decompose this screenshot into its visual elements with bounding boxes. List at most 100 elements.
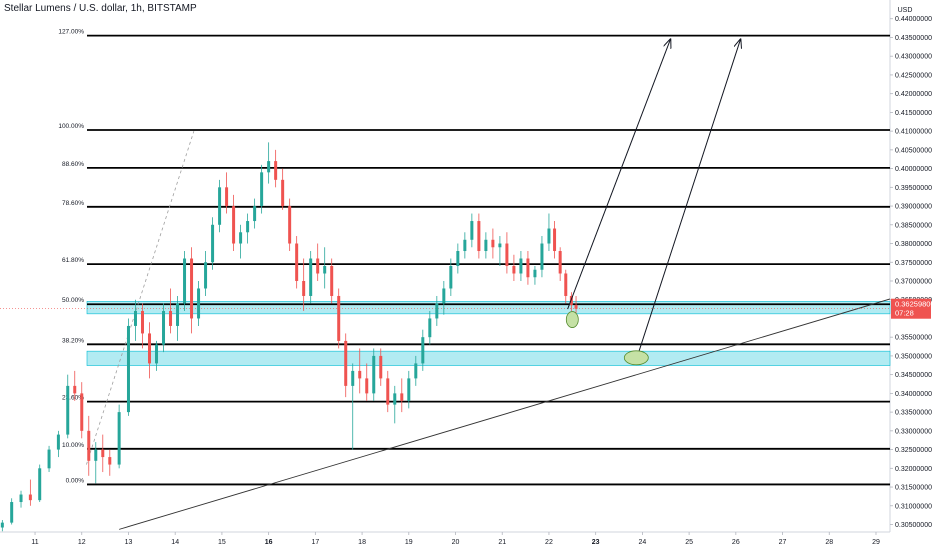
candle-body xyxy=(491,239,495,248)
y-tick-label: 0.33500000 xyxy=(895,410,932,417)
fib-retracement: 127.00% 100.00% 88.60% 78.60% 61.80% 50.00% 38… xyxy=(58,29,890,486)
candle-body xyxy=(10,502,14,523)
candle-body xyxy=(56,434,60,450)
candle-body xyxy=(274,161,278,180)
candle-body xyxy=(197,288,201,319)
candle-body xyxy=(498,243,502,248)
x-tick-label: 23 xyxy=(592,539,600,546)
x-tick-label: 12 xyxy=(78,539,86,546)
candle-body xyxy=(253,206,257,222)
candle-body xyxy=(140,310,144,334)
candle-body xyxy=(281,179,285,207)
candle-body xyxy=(80,393,84,431)
annotations xyxy=(565,39,741,366)
candle-body xyxy=(505,243,509,266)
y-tick-label: 0.38000000 xyxy=(895,241,932,248)
candles xyxy=(0,142,578,532)
candle-body xyxy=(393,393,397,405)
candle-body xyxy=(449,266,453,289)
candle-body xyxy=(351,370,355,386)
candle-body xyxy=(428,318,432,338)
y-tick-label: 0.41500000 xyxy=(895,110,932,117)
candle-body xyxy=(421,337,425,364)
candle-body xyxy=(519,258,523,274)
candle-body xyxy=(574,304,578,309)
candle-body xyxy=(386,378,390,405)
candle-body xyxy=(176,303,180,326)
candle-body xyxy=(358,370,362,379)
x-tick-label: 14 xyxy=(171,539,179,546)
candle-body xyxy=(295,243,299,281)
x-tick-label: 28 xyxy=(825,539,833,546)
candle-body xyxy=(19,494,23,503)
y-tick-label: 0.34000000 xyxy=(895,391,932,398)
countdown-label: 07:28 xyxy=(895,309,914,318)
current-price-tag: 0.36259800 07:28 xyxy=(891,298,932,319)
candle-body xyxy=(337,295,341,341)
candle-body xyxy=(463,239,467,252)
price-tag-bg xyxy=(891,298,931,319)
candle-body xyxy=(400,393,404,401)
y-tick-label: 0.40500000 xyxy=(895,147,932,154)
y-tick-label: 0.40000000 xyxy=(895,166,932,173)
y-tick-label: 0.43000000 xyxy=(895,54,932,61)
y-tick-label: 0.43500000 xyxy=(895,35,932,42)
candle-body xyxy=(225,187,229,207)
highlight-ellipse xyxy=(623,350,649,366)
candle-body xyxy=(456,251,460,266)
y-tick-label: 0.34500000 xyxy=(895,372,932,379)
axis-unit-label: USD xyxy=(898,7,913,14)
candle-body xyxy=(267,161,271,173)
candle-body xyxy=(126,325,130,413)
candle-body xyxy=(204,262,208,289)
candle-body xyxy=(218,187,222,225)
x-tick-label: 16 xyxy=(265,539,273,546)
drawing-lines xyxy=(0,131,891,530)
y-tick-label: 0.37500000 xyxy=(895,260,932,267)
candle-body xyxy=(435,303,439,319)
candle-body xyxy=(323,266,327,274)
y-tick-label: 0.33000000 xyxy=(895,428,932,435)
candle-body xyxy=(558,251,562,274)
candle-body xyxy=(302,280,306,296)
fib-level-label: 23.60% xyxy=(62,395,84,402)
candle-body xyxy=(316,258,320,274)
candle-body xyxy=(372,355,376,394)
y-tick-label: 0.41000000 xyxy=(895,129,932,136)
x-tick-label: 19 xyxy=(405,539,413,546)
candle-body xyxy=(344,340,348,386)
candle-body xyxy=(260,172,264,207)
projection-arrow xyxy=(637,39,741,356)
candle-body xyxy=(379,355,383,379)
candle-body xyxy=(512,266,516,274)
candle-body xyxy=(28,494,32,501)
candle-body xyxy=(330,266,334,296)
candle-body xyxy=(526,258,530,278)
candle-body xyxy=(169,310,173,326)
x-tick-label: 13 xyxy=(125,539,133,546)
y-tick-label: 0.42000000 xyxy=(895,91,932,98)
y-tick-label: 0.30500000 xyxy=(895,522,932,529)
candle-body xyxy=(94,449,98,461)
fib-level-label: 50.00% xyxy=(62,297,84,304)
candle-body xyxy=(66,385,70,435)
y-tick-label: 0.44000000 xyxy=(895,16,932,23)
time-axis[interactable]: 11 12 13 14 15 16 17 18 19 20 21 22 23 24 25 26 27 28 29 xyxy=(31,532,880,546)
support-zone xyxy=(86,301,891,315)
fib-level-label: 88.60% xyxy=(62,161,84,168)
candle-body xyxy=(477,221,481,252)
candle-body xyxy=(407,378,411,401)
x-tick-label: 24 xyxy=(638,539,646,546)
fib-level-label: 100.00% xyxy=(58,123,84,130)
fib-level-label: 78.60% xyxy=(62,200,84,207)
current-price-label: 0.36259800 xyxy=(895,300,932,309)
candle-body xyxy=(484,239,488,252)
x-tick-label: 22 xyxy=(545,539,553,546)
candle-body xyxy=(47,449,51,469)
x-tick-label: 25 xyxy=(685,539,693,546)
candle-body xyxy=(190,258,194,319)
x-tick-label: 18 xyxy=(358,539,366,546)
y-tick-label: 0.42500000 xyxy=(895,72,932,79)
